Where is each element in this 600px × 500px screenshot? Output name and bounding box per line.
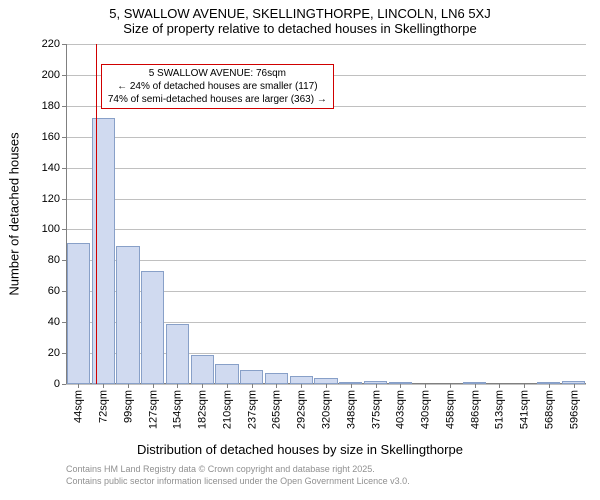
bar [116, 246, 139, 384]
x-tick-label: 99sqm [122, 390, 134, 423]
x-tick-mark [103, 384, 104, 388]
x-tick-label: 403sqm [395, 390, 407, 429]
y-tick-label: 100 [42, 223, 60, 235]
y-tick-label: 200 [42, 69, 60, 81]
title-line-2: Size of property relative to detached ho… [0, 21, 600, 40]
x-tick-label: 210sqm [221, 390, 233, 429]
y-tick-label: 140 [42, 162, 60, 174]
x-tick-mark [276, 384, 277, 388]
x-tick-mark [499, 384, 500, 388]
x-tick-label: 320sqm [321, 390, 333, 429]
bar [191, 355, 214, 384]
reference-line [96, 44, 98, 384]
x-tick-label: 182sqm [197, 390, 209, 429]
x-tick-mark [475, 384, 476, 388]
x-tick-label: 292sqm [296, 390, 308, 429]
bar [215, 364, 238, 384]
y-tick-label: 0 [54, 378, 60, 390]
y-tick-label: 160 [42, 131, 60, 143]
bar [166, 324, 189, 384]
x-tick-mark [524, 384, 525, 388]
x-tick-mark [128, 384, 129, 388]
x-tick-mark [301, 384, 302, 388]
x-tick-label: 265sqm [271, 390, 283, 429]
y-tick-label: 220 [42, 38, 60, 50]
bar [265, 373, 288, 384]
x-tick-mark [400, 384, 401, 388]
bar [67, 243, 90, 384]
y-tick-label: 40 [48, 316, 60, 328]
footer-line-2: Contains public sector information licen… [66, 476, 410, 488]
x-tick-label: 237sqm [246, 390, 258, 429]
plot-area: 02040608010012014016018020022044sqm72sqm… [66, 44, 586, 384]
x-tick-mark [78, 384, 79, 388]
y-tick-mark [62, 384, 66, 385]
x-tick-mark [252, 384, 253, 388]
x-tick-label: 72sqm [98, 390, 110, 423]
x-tick-label: 458sqm [444, 390, 456, 429]
title-line-1: 5, SWALLOW AVENUE, SKELLINGTHORPE, LINCO… [0, 0, 600, 21]
x-tick-label: 541sqm [519, 390, 531, 429]
gridline [66, 199, 586, 200]
x-tick-mark [177, 384, 178, 388]
annotation-box: 5 SWALLOW AVENUE: 76sqm← 24% of detached… [101, 64, 334, 109]
bar [290, 376, 313, 384]
x-tick-label: 513sqm [494, 390, 506, 429]
annotation-line-2: ← 24% of detached houses are smaller (11… [108, 80, 327, 93]
bar [240, 370, 263, 384]
chart-container: 5, SWALLOW AVENUE, SKELLINGTHORPE, LINCO… [0, 0, 600, 500]
gridline [66, 44, 586, 45]
x-tick-label: 375sqm [370, 390, 382, 429]
footer-credits: Contains HM Land Registry data © Crown c… [66, 464, 410, 487]
x-tick-mark [549, 384, 550, 388]
x-tick-label: 486sqm [469, 390, 481, 429]
x-tick-label: 44sqm [73, 390, 85, 423]
bar [141, 271, 164, 384]
x-tick-mark [351, 384, 352, 388]
y-tick-label: 80 [48, 254, 60, 266]
x-tick-label: 154sqm [172, 390, 184, 429]
x-tick-label: 430sqm [420, 390, 432, 429]
gridline [66, 168, 586, 169]
x-tick-mark [450, 384, 451, 388]
y-tick-label: 180 [42, 100, 60, 112]
y-tick-label: 20 [48, 347, 60, 359]
y-tick-label: 60 [48, 285, 60, 297]
x-axis-title: Distribution of detached houses by size … [0, 442, 600, 457]
x-tick-label: 127sqm [147, 390, 159, 429]
y-tick-label: 120 [42, 193, 60, 205]
annotation-line-1: 5 SWALLOW AVENUE: 76sqm [108, 67, 327, 80]
x-tick-mark [202, 384, 203, 388]
x-tick-label: 568sqm [543, 390, 555, 429]
annotation-line-3: 74% of semi-detached houses are larger (… [108, 93, 327, 106]
x-tick-mark [574, 384, 575, 388]
gridline [66, 229, 586, 230]
y-axis-title: Number of detached houses [7, 132, 22, 295]
x-tick-mark [153, 384, 154, 388]
x-tick-label: 348sqm [345, 390, 357, 429]
x-tick-mark [227, 384, 228, 388]
x-tick-mark [326, 384, 327, 388]
footer-line-1: Contains HM Land Registry data © Crown c… [66, 464, 410, 476]
gridline [66, 260, 586, 261]
x-tick-mark [376, 384, 377, 388]
x-tick-label: 596sqm [568, 390, 580, 429]
gridline [66, 137, 586, 138]
x-tick-mark [425, 384, 426, 388]
